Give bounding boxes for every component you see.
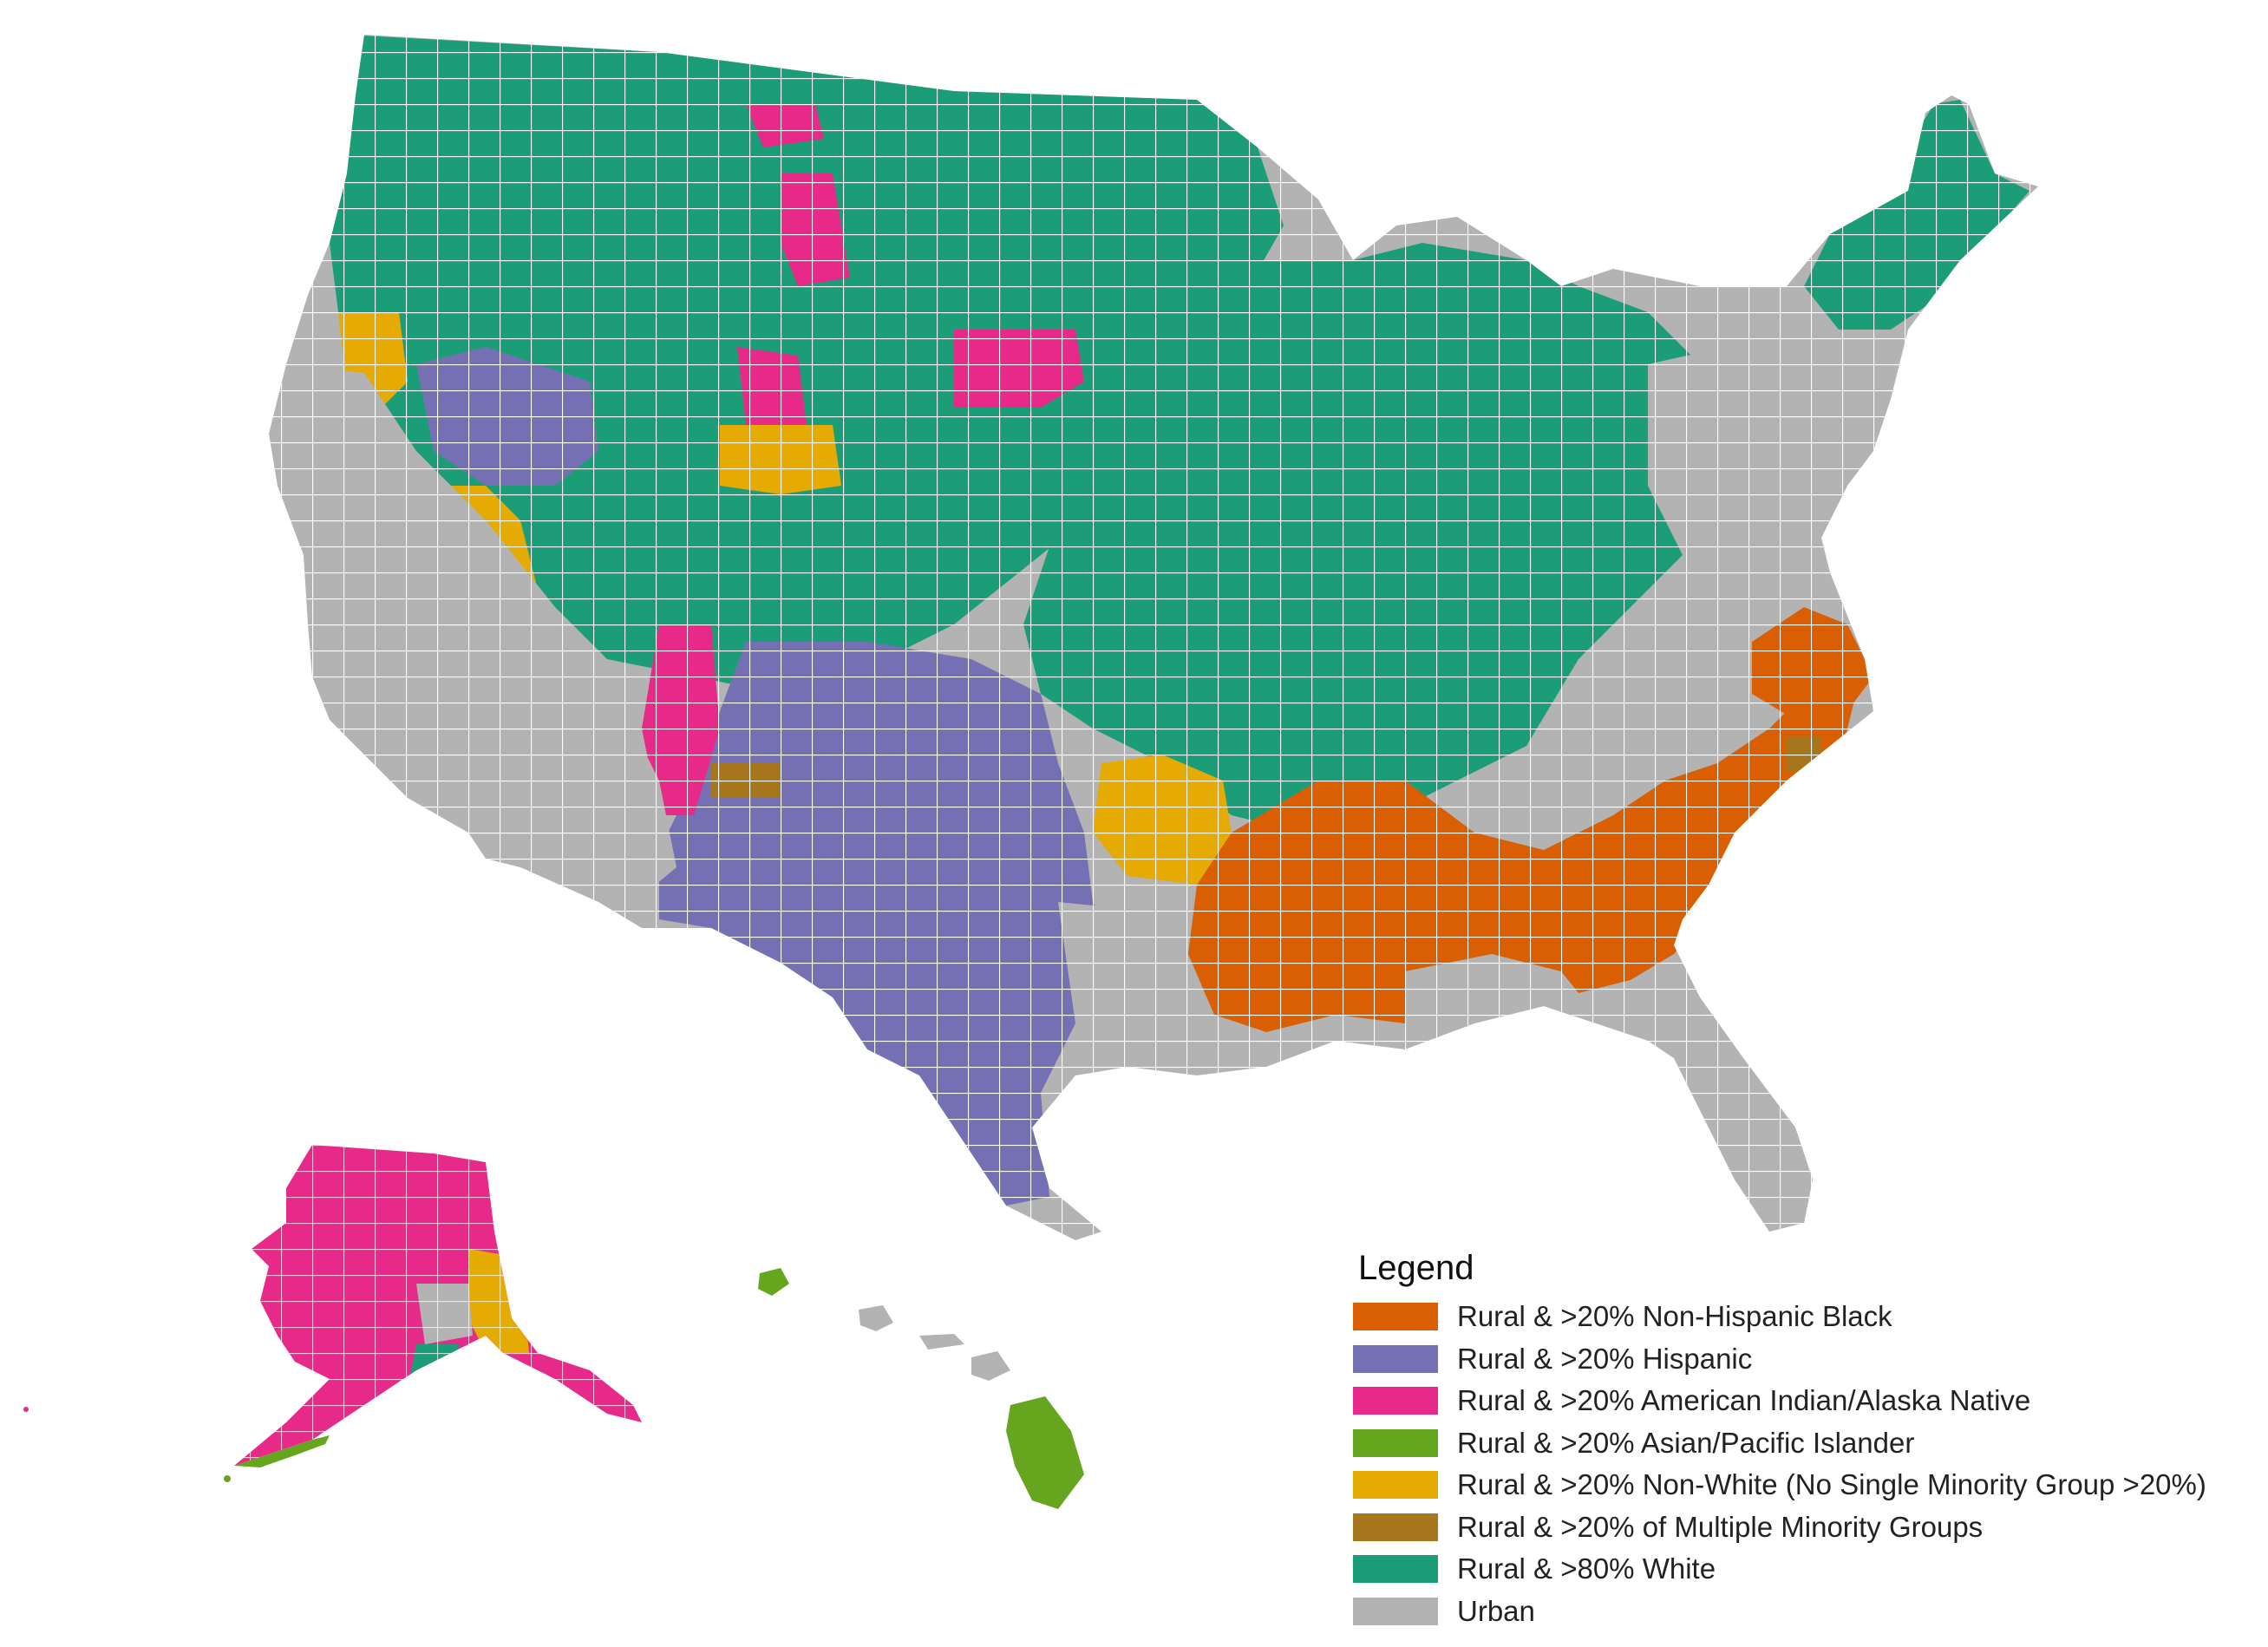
hawaii-oahu xyxy=(859,1305,893,1331)
hawaii-map xyxy=(758,1268,1084,1509)
legend-swatch xyxy=(1353,1597,1438,1625)
legend-label: Rural & >20% Hispanic xyxy=(1457,1342,1753,1375)
county-grid xyxy=(269,35,2038,1240)
map-legend: Legend Rural & >20% Non-Hispanic Black Ru… xyxy=(1353,1249,2264,1639)
legend-swatch xyxy=(1353,1471,1438,1500)
legend-swatch xyxy=(1353,1387,1438,1415)
conus-map xyxy=(269,35,2038,1240)
legend-rows: Rural & >20% Non-Hispanic Black Rural & >… xyxy=(1353,1296,2264,1632)
legend-swatch xyxy=(1353,1513,1438,1541)
legend-swatch xyxy=(1353,1555,1438,1584)
legend-title: Legend xyxy=(1358,1249,1474,1287)
hawaii-kauai xyxy=(758,1268,789,1296)
legend-item: Rural & >20% American Indian/Alaska Nati… xyxy=(1353,1380,2264,1422)
legend-item: Rural & >20% of Multiple Minority Groups xyxy=(1353,1506,2264,1549)
hawaii-big-island xyxy=(1006,1396,1084,1509)
aleutian-islands xyxy=(23,1407,330,1482)
legend-label: Urban xyxy=(1457,1594,1535,1627)
hawaii-molokai xyxy=(919,1334,964,1350)
legend-swatch xyxy=(1353,1344,1438,1373)
legend-item: Rural & >20% Non-White (No Single Minori… xyxy=(1353,1464,2264,1506)
alaska-grid xyxy=(234,1145,642,1466)
legend-item: Rural & >20% Asian/Pacific Islander xyxy=(1353,1422,2264,1465)
legend-item: Rural & >80% White xyxy=(1353,1548,2264,1591)
alaska-map xyxy=(234,1145,642,1466)
legend-swatch xyxy=(1353,1428,1438,1457)
legend-label: Rural & >20% Non-Hispanic Black xyxy=(1457,1300,1892,1333)
hawaii-maui xyxy=(971,1351,1010,1381)
legend-label: Rural & >80% White xyxy=(1457,1552,1716,1585)
legend-item: Rural & >20% Hispanic xyxy=(1353,1338,2264,1381)
legend-item: Urban xyxy=(1353,1591,2264,1633)
legend-label: Rural & >20% of Multiple Minority Groups xyxy=(1457,1510,1984,1543)
legend-label: Rural & >20% American Indian/Alaska Nati… xyxy=(1457,1384,2031,1417)
legend-item: Rural & >20% Non-Hispanic Black xyxy=(1353,1296,2264,1338)
legend-label: Rural & >20% Asian/Pacific Islander xyxy=(1457,1426,1915,1459)
legend-swatch xyxy=(1353,1303,1438,1331)
legend-label: Rural & >20% Non-White (No Single Minori… xyxy=(1457,1468,2206,1501)
